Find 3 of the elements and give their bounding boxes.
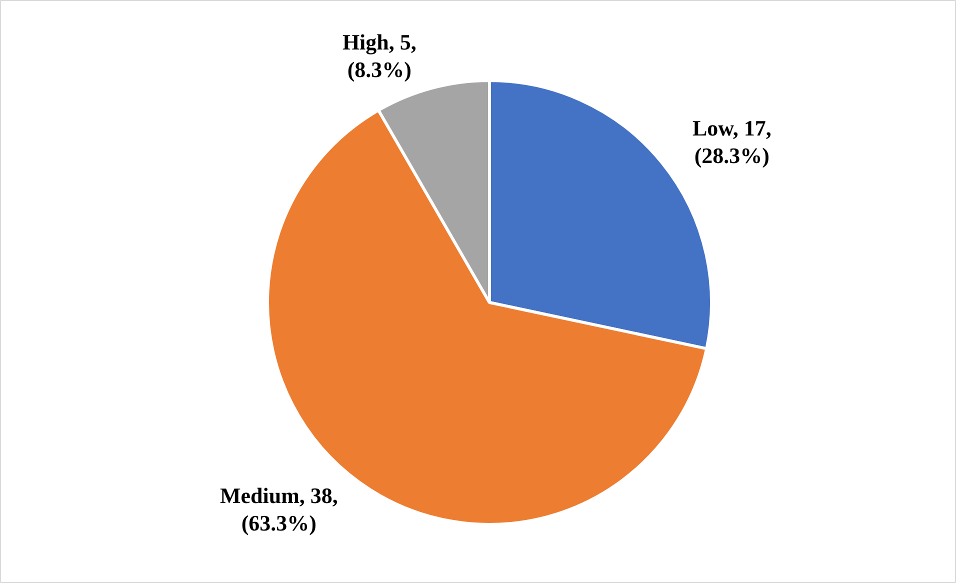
slice-label: Low, 17, (28.3%): [692, 116, 772, 168]
slice-label: High, 5, (8.3%): [342, 30, 416, 82]
slice-label: Medium, 38, (63.3%): [220, 482, 338, 536]
